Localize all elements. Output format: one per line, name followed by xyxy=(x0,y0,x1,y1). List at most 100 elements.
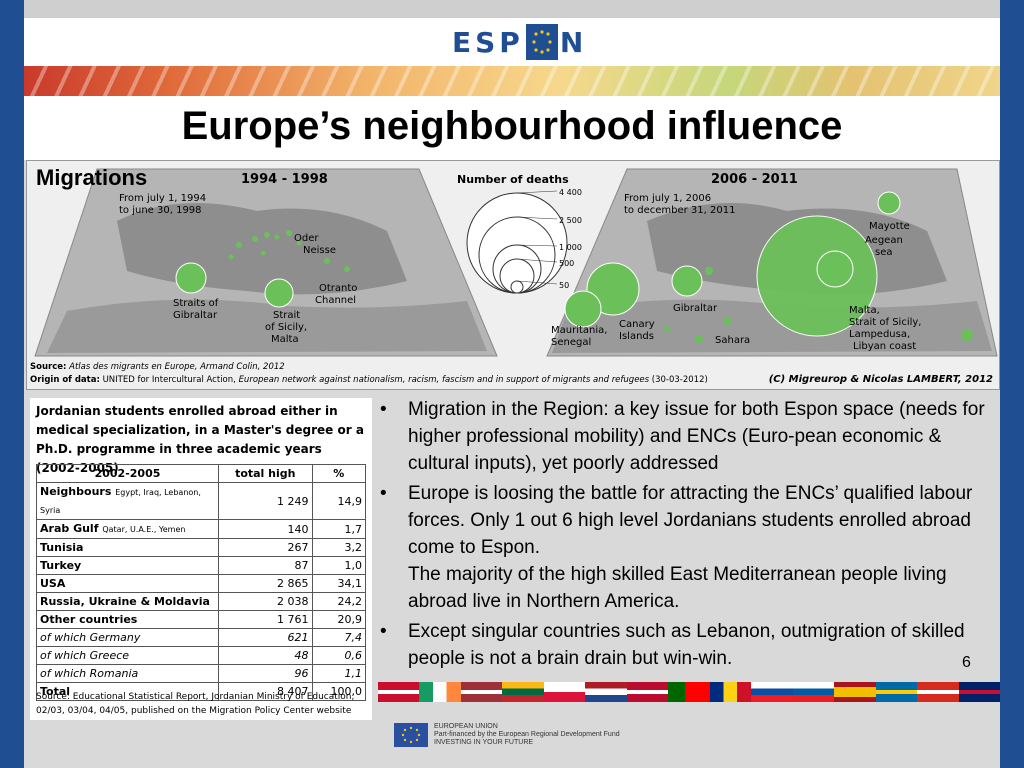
left-period-2: to june 30, 1998 xyxy=(119,205,202,216)
label-sea: sea xyxy=(875,247,893,258)
table-row: Neighbours Egypt, Iraq, Lebanon, Syria 1 … xyxy=(36,482,367,520)
table-row: Other countries 1 761 20,9 xyxy=(36,610,367,629)
right-period-2: to december 31, 2011 xyxy=(624,205,735,216)
col-pct: % xyxy=(311,464,367,483)
label-strait: Strait xyxy=(273,310,300,321)
row-label: USA xyxy=(36,574,219,593)
label-malta-right: Malta, xyxy=(849,305,880,316)
table-row: USA 2 865 34,1 xyxy=(36,574,367,593)
top-bar xyxy=(24,0,1000,18)
row-label: Neighbours Egypt, Iraq, Lebanon, Syria xyxy=(36,482,219,520)
col-total: total high xyxy=(218,464,313,483)
label-sahara: Sahara xyxy=(715,335,750,346)
jordan-table-panel: Jordanian students enrolled abroad eithe… xyxy=(30,398,372,720)
legend-4400: 4 400 xyxy=(559,188,582,197)
students-table: 2002-2005 total high % Neighbours Egypt,… xyxy=(36,464,367,701)
row-label: Arab Gulf Qatar, U.A.E., Yemen xyxy=(36,519,219,539)
eu-line-1: EUROPEAN UNION xyxy=(434,723,498,730)
label-aegean: Aegean xyxy=(865,235,903,246)
label-malta-left: Malta xyxy=(271,334,299,345)
label-mayotte: Mayotte xyxy=(869,221,910,232)
eu-funding-logo: EUROPEAN UNION Part-financed by the Euro… xyxy=(394,720,644,750)
row-label: of which Germany xyxy=(36,628,219,647)
label-gibraltar-right: Gibraltar xyxy=(673,303,718,314)
bullet-3: Except singular countries such as Lebano… xyxy=(378,618,996,672)
row-label: Other countries xyxy=(36,610,219,629)
table-row: Turkey 87 1,0 xyxy=(36,556,367,575)
left-map: 1994 - 1998 From july 1, 1994 to june 30… xyxy=(34,168,498,357)
label-neisse: Neisse xyxy=(303,245,336,256)
label-oder: Oder xyxy=(294,233,319,244)
row-label: Russia, Ukraine & Moldavia xyxy=(36,592,219,611)
label-strait-sicily: Strait of Sicily, xyxy=(849,317,921,328)
label-of-sicily: of Sicily, xyxy=(265,322,307,333)
legend-2500: 2 500 xyxy=(559,216,582,225)
legend-1000: 1 000 xyxy=(559,243,582,252)
legend-title: Number of deaths xyxy=(457,173,569,186)
row-total: 1 249 xyxy=(218,482,313,520)
row-pct: 0,6 xyxy=(311,646,367,665)
left-period-1: From july 1, 1994 xyxy=(119,193,206,204)
table-source: Source: Educational Statistical Report, … xyxy=(36,692,355,716)
right-map-title: 2006 - 2011 xyxy=(711,172,798,187)
row-pct: 3,2 xyxy=(311,538,367,557)
row-label: of which Greece xyxy=(36,646,219,665)
label-senegal: Senegal xyxy=(551,337,591,348)
label-libyan-coast: Libyan coast xyxy=(853,341,916,352)
map-origin: Origin of data: UNITED for Intercultural… xyxy=(30,375,708,385)
row-total: 140 xyxy=(218,519,313,539)
table-row: Russia, Ukraine & Moldavia 2 038 24,2 xyxy=(36,592,367,611)
row-total: 87 xyxy=(218,556,313,575)
map-source: Source: Atlas des migrants en Europe, Ar… xyxy=(30,362,285,372)
row-pct: 14,9 xyxy=(311,482,367,520)
eu-flag-icon xyxy=(394,723,428,747)
right-map: 2006 - 2011 From july 1, 2006 to decembe… xyxy=(546,168,998,357)
label-otranto: Otranto xyxy=(319,283,357,294)
migrations-label: Migrations xyxy=(36,165,148,190)
logo-strip: ESP N xyxy=(24,18,1000,66)
row-pct: 1,0 xyxy=(311,556,367,575)
label-gibraltar-left: Gibraltar xyxy=(173,310,218,321)
row-total: 2 038 xyxy=(218,592,313,611)
label-islands: Islands xyxy=(619,331,654,342)
row-total: 48 xyxy=(218,646,313,665)
label-canary: Canary xyxy=(619,319,655,330)
eu-line-2: Part-financed by the European Regional D… xyxy=(434,731,620,738)
table-row: of which Romania 96 1,1 xyxy=(36,664,367,683)
bullet-list: Migration in the Region: a key issue for… xyxy=(378,396,996,675)
table-row: Total 8 407 100,0 xyxy=(36,682,367,701)
bullet-2: Europe is loosing the battle for attract… xyxy=(378,480,996,615)
deaths-legend: Number of deaths 4 400 2 500 1 000 500 5… xyxy=(457,173,582,294)
legend-50: 50 xyxy=(559,281,569,290)
label-straits-of: Straits of xyxy=(173,298,219,309)
row-total: 267 xyxy=(218,538,313,557)
table-row: Tunisia 267 3,2 xyxy=(36,538,367,557)
espon-logo: ESP N xyxy=(452,24,588,60)
table-row: of which Germany 621 7,4 xyxy=(36,628,367,647)
page-title: Europe’s neighbourhood influence xyxy=(181,104,843,148)
col-period: 2002-2005 xyxy=(36,464,219,483)
left-map-title: 1994 - 1998 xyxy=(241,172,328,187)
row-total: 96 xyxy=(218,664,313,683)
row-pct: 24,2 xyxy=(311,592,367,611)
slide: ESP N Europe’s neighbourhood influence xyxy=(24,0,1000,768)
row-label: of which Romania xyxy=(36,664,219,683)
right-period-1: From july 1, 2006 xyxy=(624,193,711,204)
migration-map-panel: 1994 - 1998 From july 1, 1994 to june 30… xyxy=(26,160,1000,390)
row-label: Turkey xyxy=(36,556,219,575)
map-credit: (C) Migreurop & Nicolas LAMBERT, 2012 xyxy=(769,374,993,385)
row-total: 2 865 xyxy=(218,574,313,593)
eu-flags-strip xyxy=(378,682,1000,702)
europe-map-banner xyxy=(24,66,1000,96)
table-row: Arab Gulf Qatar, U.A.E., Yemen 140 1,7 xyxy=(36,519,367,539)
row-pct: 1,7 xyxy=(311,519,367,539)
page-number: 6 xyxy=(962,654,971,671)
row-total: 621 xyxy=(218,628,313,647)
label-mauritania: Mauritania, xyxy=(551,325,607,336)
row-pct: 7,4 xyxy=(311,628,367,647)
eu-stars-icon xyxy=(525,24,558,60)
row-pct: 20,9 xyxy=(311,610,367,629)
legend-500: 500 xyxy=(559,259,574,268)
row-pct: 100,0 xyxy=(311,682,367,701)
row-pct: 1,1 xyxy=(311,664,367,683)
